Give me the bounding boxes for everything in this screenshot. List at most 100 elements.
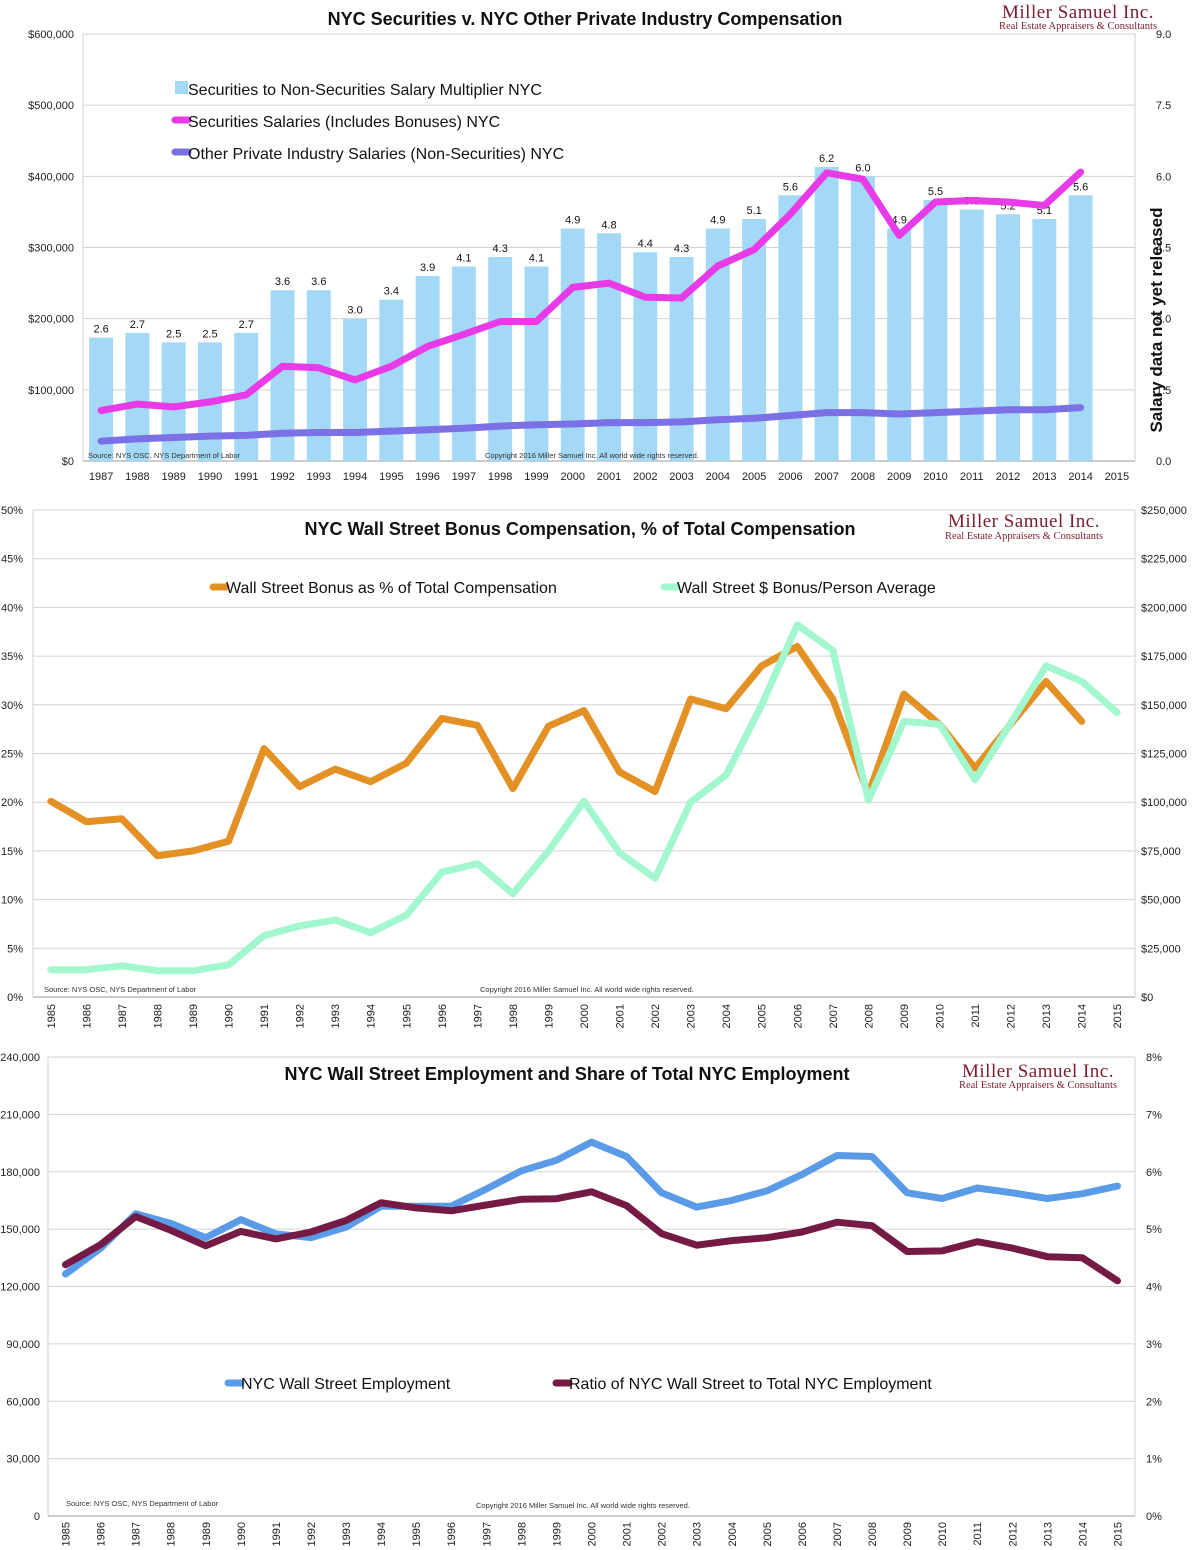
x-tick-label: 1992 <box>295 1004 307 1028</box>
x-tick-label: 1995 <box>411 1522 423 1546</box>
x-tick-label: 1994 <box>343 471 367 483</box>
y-right-tick-label: 6.0 <box>1156 171 1171 183</box>
x-tick-label: 2007 <box>832 1522 844 1546</box>
x-tick-label: 1989 <box>188 1004 200 1028</box>
chart-title: NYC Wall Street Employment and Share of … <box>284 1064 849 1084</box>
x-tick-label: 2012 <box>996 471 1020 483</box>
x-tick-label: 2009 <box>899 1004 911 1028</box>
x-tick-label: 1989 <box>201 1522 213 1546</box>
y-axis-right-labels: $0 $25,000 $50,000 $75,000 $100,000 $125,000 $… <box>1141 505 1187 1004</box>
x-tick-label: 2008 <box>863 1004 875 1028</box>
y-left-tick-label: 30,000 <box>6 1454 40 1466</box>
legend-swatch-multiplier <box>175 81 188 94</box>
legend-label-multiplier: Securities to Non-Securities Salary Mult… <box>188 82 542 99</box>
x-tick-label: 1988 <box>152 1004 164 1028</box>
x-tick-label: 2012 <box>1006 1004 1018 1028</box>
multiplier-bar <box>1068 195 1093 462</box>
y-left-tick-label: 150,000 <box>0 1224 40 1236</box>
x-tick-label: 2014 <box>1077 1004 1089 1028</box>
bar-data-label: 2.6 <box>93 324 108 336</box>
x-tick-label: 2003 <box>669 471 693 483</box>
brand-tagline: Real Estate Appraisers & Consultants <box>945 531 1103 542</box>
x-tick-label: 2015 <box>1105 471 1129 483</box>
multiplier-bar <box>488 256 513 461</box>
x-tick-label: 1990 <box>198 471 222 483</box>
x-tick-label: 1989 <box>161 471 185 483</box>
y-left-tick-label: $400,000 <box>28 171 74 183</box>
x-tick-label: 2015 <box>1112 1004 1124 1028</box>
x-tick-label: 1992 <box>306 1522 318 1546</box>
multiplier-bar <box>89 337 114 461</box>
y-right-tick-label: $225,000 <box>1141 554 1187 566</box>
legend: Wall Street Bonus as % of Total Compensa… <box>209 580 936 597</box>
x-tick-label: 2000 <box>579 1004 591 1028</box>
y-left-tick-label: 0 <box>34 1511 40 1523</box>
chart-bonus-compensation: 0% 5% 10% 15% 20% 25% 30% 35% 40% 45% 50% $0 $25,00… <box>1 505 1187 1028</box>
multiplier-bar <box>633 252 658 461</box>
x-tick-label: 1990 <box>236 1522 248 1546</box>
y-right-tick-label: $125,000 <box>1141 749 1187 761</box>
x-tick-label: 1990 <box>224 1004 236 1028</box>
y-left-tick-label: 25% <box>1 749 23 761</box>
x-tick-label: 2006 <box>797 1522 809 1546</box>
x-tick-label: 1987 <box>89 471 113 483</box>
multiplier-bar <box>524 266 549 461</box>
x-tick-label: 2002 <box>633 471 657 483</box>
x-tick-label: 2005 <box>742 471 766 483</box>
y-right-tick-label: $250,000 <box>1141 505 1187 517</box>
salary-note: Salary data not yet released <box>1147 208 1166 433</box>
y-right-tick-label: 3% <box>1146 1339 1162 1351</box>
x-tick-label: 2003 <box>692 1522 704 1546</box>
x-tick-label: 2013 <box>1041 1004 1053 1028</box>
y-left-tick-label: 45% <box>1 554 23 566</box>
y-right-tick-label: $150,000 <box>1141 700 1187 712</box>
x-tick-label: 1998 <box>488 471 512 483</box>
x-tick-label: 2010 <box>937 1522 949 1546</box>
y-right-tick-label: 1.5 <box>1156 385 1171 397</box>
bar-data-label: 3.6 <box>275 276 290 288</box>
x-tick-label: 1985 <box>46 1004 58 1028</box>
y-right-tick-label: $75,000 <box>1141 846 1181 858</box>
x-tick-label: 2001 <box>615 1004 627 1028</box>
y-right-tick-label: $200,000 <box>1141 602 1187 614</box>
y-right-tick-label: 7% <box>1146 1109 1162 1121</box>
y-left-tick-label: 210,000 <box>0 1109 40 1121</box>
y-right-tick-label: 4.5 <box>1156 243 1171 255</box>
y-right-tick-label: $25,000 <box>1141 943 1181 955</box>
x-axis-labels: 1985 1986 1987 1988 1989 1990 1991 1992 1993 1994… <box>61 1522 1125 1546</box>
x-tick-label: 2011 <box>960 471 984 483</box>
y-left-tick-label: 180,000 <box>0 1167 40 1179</box>
x-tick-label: 2014 <box>1068 471 1092 483</box>
x-tick-label: 2008 <box>867 1522 879 1546</box>
x-tick-label: 1999 <box>551 1522 563 1546</box>
multiplier-bar <box>742 219 767 461</box>
multiplier-bar <box>379 299 404 461</box>
x-tick-label: 2002 <box>650 1004 662 1028</box>
multiplier-bar <box>1032 219 1057 461</box>
x-tick-label: 2007 <box>828 1004 840 1028</box>
y-right-tick-label: 6% <box>1146 1167 1162 1179</box>
legend: NYC Wall Street Employment Ratio of NYC … <box>224 1376 932 1393</box>
bar-data-label: 5.5 <box>928 186 943 198</box>
x-tick-label: 1991 <box>259 1004 271 1028</box>
x-tick-label: 1995 <box>401 1004 413 1028</box>
y-right-tick-label: $175,000 <box>1141 651 1187 663</box>
x-tick-label: 1986 <box>96 1522 108 1546</box>
y-left-tick-label: 35% <box>1 651 23 663</box>
x-tick-label: 1993 <box>330 1004 342 1028</box>
x-tick-label: 1987 <box>117 1004 129 1028</box>
brand-name: Miller Samuel Inc. <box>962 1061 1114 1082</box>
x-tick-label: 1996 <box>446 1522 458 1546</box>
y-left-tick-label: $200,000 <box>28 314 74 326</box>
x-tick-label: 2001 <box>597 471 621 483</box>
multiplier-bar <box>850 176 875 462</box>
legend-label-other-private: Other Private Industry Salaries (Non-Sec… <box>188 146 564 163</box>
source-note: Source: NYS OSC, NYS Department of Labor <box>44 985 197 994</box>
x-tick-label: 2004 <box>727 1522 739 1546</box>
bar-data-label: 4.9 <box>710 215 725 227</box>
multiplier-bar <box>415 275 440 461</box>
multiplier-bar <box>996 214 1021 461</box>
x-tick-label: 2004 <box>706 471 730 483</box>
multiplier-bar-labels: 2.6 2.7 2.5 2.5 2.7 3.6 3.6 3.0 3.4 3.9 4.1 4.3 4.1 4… <box>93 153 1088 341</box>
y-right-tick-label: 5% <box>1146 1224 1162 1236</box>
